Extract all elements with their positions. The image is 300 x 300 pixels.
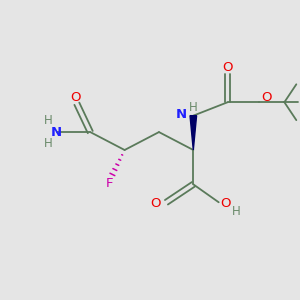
Text: O: O — [151, 197, 161, 210]
Text: N: N — [176, 108, 187, 121]
Text: H: H — [44, 114, 52, 127]
Polygon shape — [190, 116, 196, 150]
Text: N: N — [51, 126, 62, 139]
Text: O: O — [261, 91, 272, 104]
Text: O: O — [70, 91, 81, 104]
Text: H: H — [232, 205, 241, 218]
Text: F: F — [106, 177, 113, 190]
Text: H: H — [189, 101, 198, 114]
Text: H: H — [44, 137, 52, 150]
Text: O: O — [220, 197, 231, 210]
Text: O: O — [222, 61, 233, 74]
